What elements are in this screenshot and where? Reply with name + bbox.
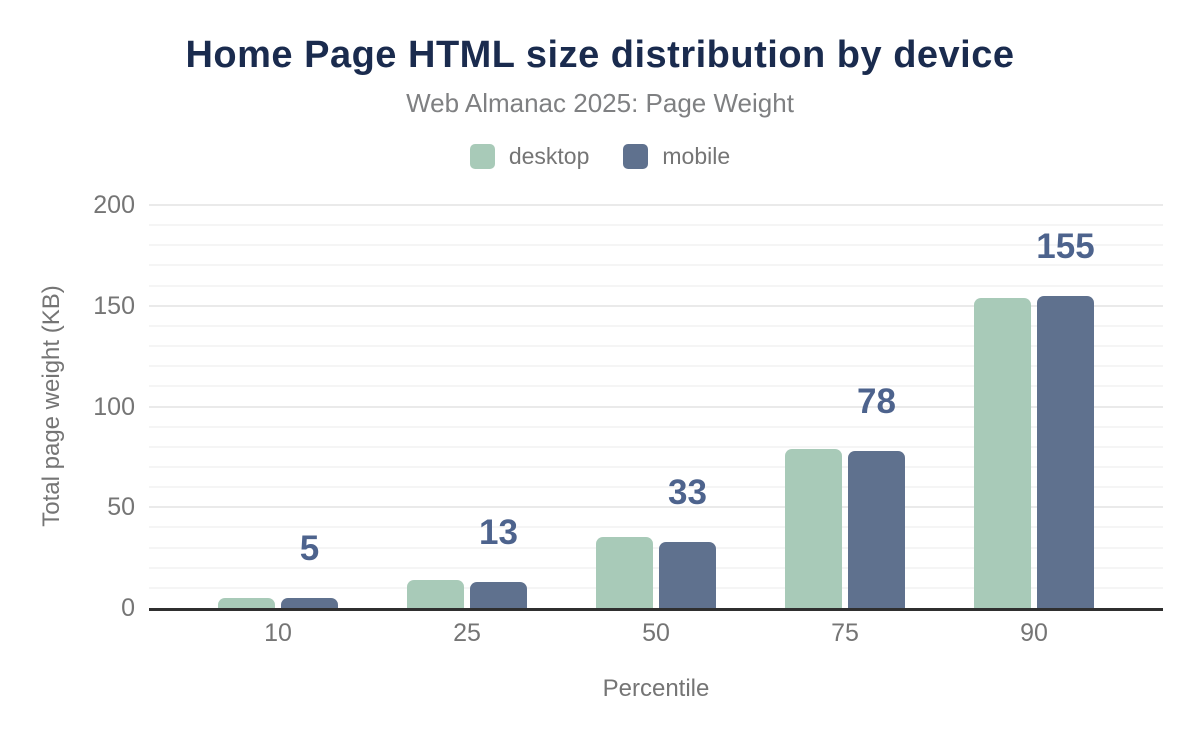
bar-desktop-p50 <box>596 537 653 608</box>
legend-label-desktop: desktop <box>508 142 590 169</box>
gridline-160 <box>149 284 1163 287</box>
gridline-110 <box>149 385 1163 388</box>
y-tick-150: 150 <box>93 291 135 320</box>
gridline-30 <box>149 546 1163 549</box>
gridline-10 <box>149 586 1163 589</box>
x-tick-50: 50 <box>642 619 670 647</box>
x-axis-title: Percentile <box>602 675 710 702</box>
bar-desktop-p75 <box>785 449 842 608</box>
bar-desktop-p90 <box>974 298 1031 608</box>
x-axis-ticks: 10 25 50 75 90 <box>149 614 1163 648</box>
x-tick-10: 10 <box>264 619 292 647</box>
bar-mobile-p90 <box>1037 296 1094 608</box>
data-label-p10: 5 <box>299 529 320 568</box>
gridline-150 <box>149 304 1163 307</box>
gridline-70 <box>149 465 1163 468</box>
data-label-p50: 33 <box>668 473 707 512</box>
gridline-180 <box>149 244 1163 247</box>
data-label-p25: 13 <box>479 513 518 552</box>
legend-swatch-mobile <box>623 143 649 169</box>
gridline-90 <box>149 425 1163 428</box>
plot-area: 5 13 33 78 155 <box>149 204 1163 611</box>
chart-subtitle: Web Almanac 2025: Page Weight <box>406 88 794 118</box>
gridline-200 <box>149 204 1163 206</box>
bar-mobile-p75 <box>848 451 905 608</box>
x-axis-line <box>149 608 1163 611</box>
legend-label-mobile: mobile <box>662 142 731 169</box>
bar-desktop-p25 <box>407 580 464 608</box>
legend-swatch-desktop <box>469 143 495 169</box>
bar-mobile-p10 <box>281 598 338 608</box>
gridline-100 <box>149 405 1163 408</box>
gridline-130 <box>149 345 1163 348</box>
gridline-120 <box>149 365 1163 368</box>
gridline-170 <box>149 264 1163 267</box>
gridline-50 <box>149 506 1163 509</box>
x-tick-90: 90 <box>1020 619 1048 647</box>
gridline-140 <box>149 324 1163 327</box>
x-tick-75: 75 <box>831 619 859 647</box>
x-tick-25: 25 <box>453 619 481 647</box>
y-tick-100: 100 <box>93 392 135 421</box>
data-label-p75: 78 <box>857 382 896 421</box>
legend-item-mobile: mobile <box>623 143 730 170</box>
gridline-190 <box>149 224 1163 227</box>
y-tick-200: 200 <box>93 191 135 219</box>
legend-item-desktop: desktop <box>469 142 590 170</box>
gridline-60 <box>149 486 1163 489</box>
gridline-20 <box>149 566 1163 569</box>
y-tick-0: 0 <box>121 594 135 622</box>
legend: desktop mobile <box>0 141 1200 171</box>
gridline-40 <box>149 526 1163 529</box>
bar-desktop-p10 <box>218 598 275 608</box>
y-tick-50: 50 <box>107 493 135 522</box>
bar-mobile-p25 <box>470 582 527 608</box>
bar-mobile-p50 <box>659 542 716 608</box>
y-axis-ticks: 0 50 100 150 200 <box>0 0 135 742</box>
data-label-p90: 155 <box>1036 227 1095 266</box>
gridline-80 <box>149 445 1163 448</box>
chart-title: Home Page HTML size distribution by devi… <box>185 34 1015 76</box>
